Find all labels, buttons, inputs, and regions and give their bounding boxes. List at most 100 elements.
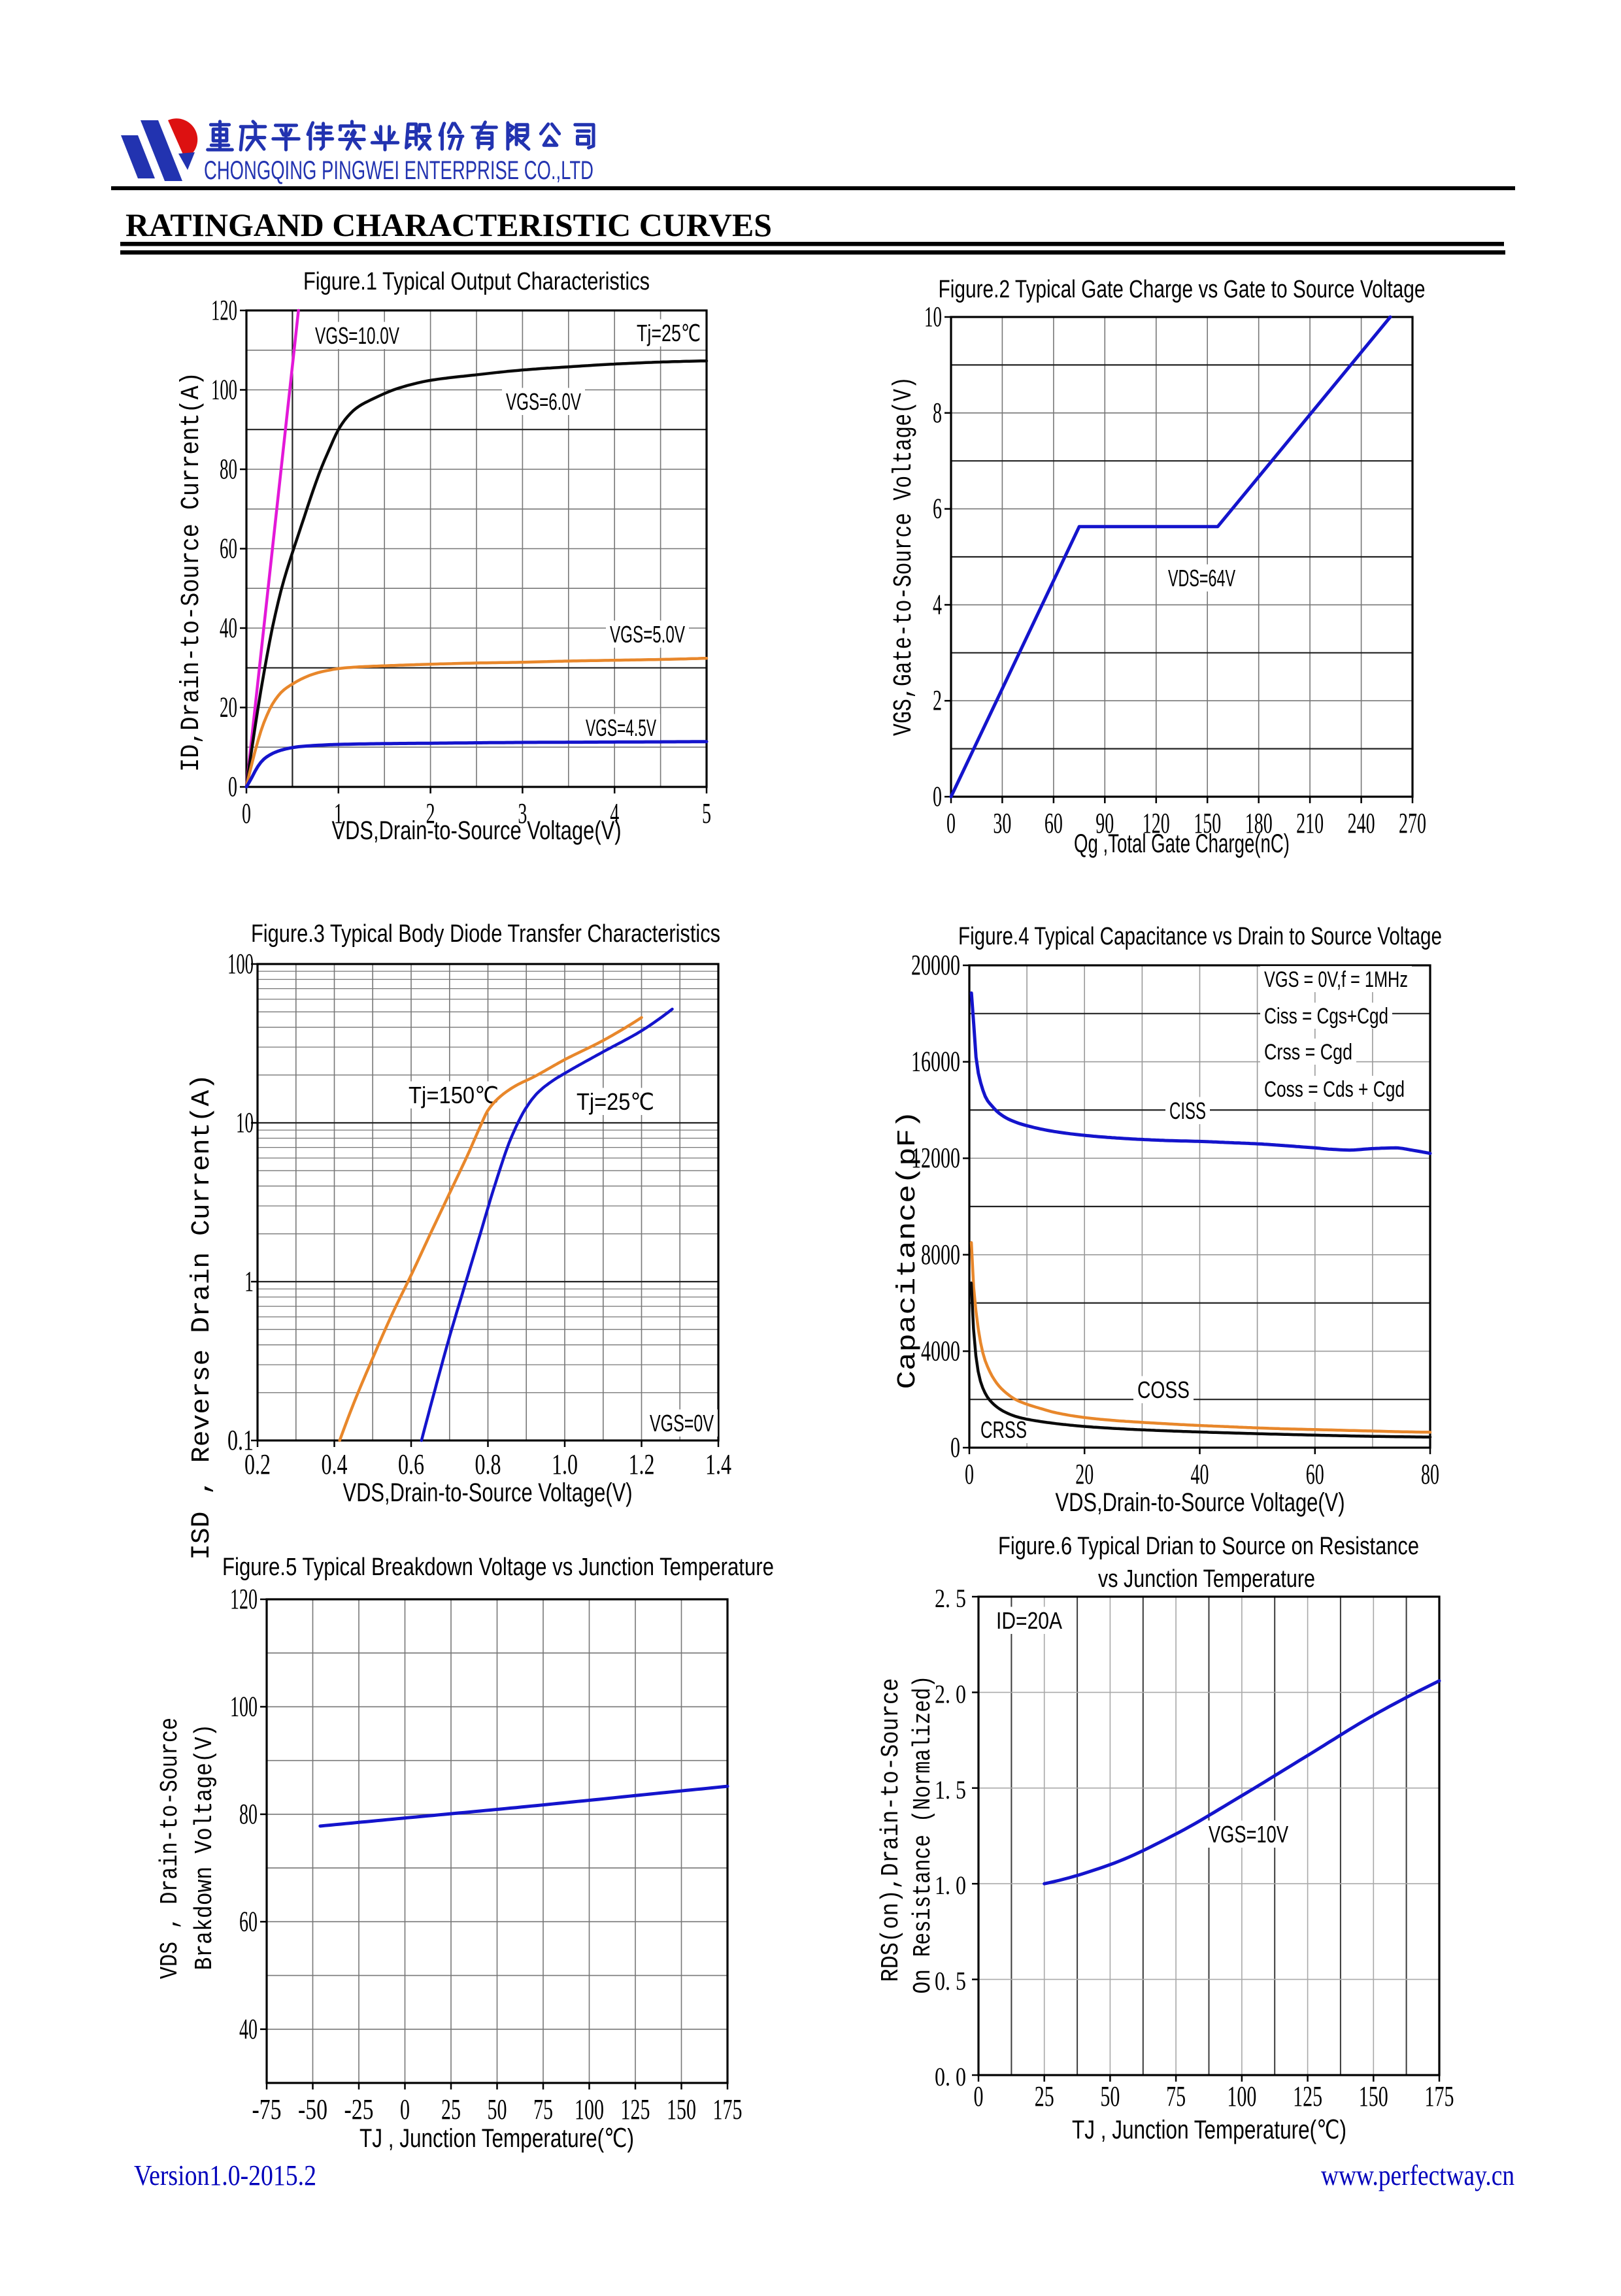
svg-text:VDS , Drain-to-Source: VDS , Drain-to-Source xyxy=(156,1718,184,1979)
svg-text:6: 6 xyxy=(933,493,942,525)
svg-text:0.1: 0.1 xyxy=(227,1424,254,1456)
svg-text:40: 40 xyxy=(220,612,237,644)
svg-text:VDS=64V: VDS=64V xyxy=(1168,565,1235,591)
svg-text:40: 40 xyxy=(1191,1458,1209,1490)
svg-text:25: 25 xyxy=(1035,2080,1054,2112)
svg-text:0.2: 0.2 xyxy=(244,1448,271,1480)
svg-text:VGS=6.0V: VGS=6.0V xyxy=(506,388,581,415)
svg-text:1. 5: 1. 5 xyxy=(935,1775,966,1805)
svg-text:100: 100 xyxy=(575,2093,604,2125)
svg-text:75: 75 xyxy=(1166,2080,1186,2112)
svg-text:vs Junction Temperature: vs Junction Temperature xyxy=(1098,1565,1315,1593)
svg-text:80: 80 xyxy=(1421,1458,1439,1490)
svg-text:CRSS: CRSS xyxy=(980,1416,1027,1443)
svg-text:60: 60 xyxy=(1306,1458,1324,1490)
svg-text:20: 20 xyxy=(220,691,237,724)
svg-text:VGS=5.0V: VGS=5.0V xyxy=(610,621,685,648)
svg-text:270: 270 xyxy=(1399,807,1426,839)
svg-text:120: 120 xyxy=(1143,807,1170,839)
svg-text:125: 125 xyxy=(1293,2080,1322,2112)
svg-text:Brakdown Voltage(V): Brakdown Voltage(V) xyxy=(191,1724,219,1971)
svg-text:ISD , Reverse Drain Current(A): ISD , Reverse Drain Current(A) xyxy=(188,1074,217,1560)
svg-text:VDS,Drain-to-Source Voltage(V): VDS,Drain-to-Source Voltage(V) xyxy=(332,816,622,845)
svg-text:12000: 12000 xyxy=(911,1142,960,1174)
svg-text:90: 90 xyxy=(1095,807,1114,839)
svg-text:COSS: COSS xyxy=(1137,1376,1190,1403)
svg-text:TJ , Junction Temperature(℃): TJ , Junction Temperature(℃) xyxy=(359,2124,634,2153)
svg-text:30: 30 xyxy=(993,807,1011,839)
svg-text:80: 80 xyxy=(220,453,237,485)
svg-text:1.0: 1.0 xyxy=(552,1448,578,1480)
svg-text:2. 5: 2. 5 xyxy=(935,1584,966,1613)
svg-text:125: 125 xyxy=(621,2093,650,2125)
svg-text:20: 20 xyxy=(1075,1458,1094,1490)
svg-text:On Resistance (Normalized): On Resistance (Normalized) xyxy=(909,1676,937,1994)
svg-text:VGS = 0V,f = 1MHz: VGS = 0V,f = 1MHz xyxy=(1264,967,1408,992)
svg-text:Qg ,Total Gate Charge(nC): Qg ,Total Gate Charge(nC) xyxy=(1074,829,1290,858)
svg-text:3: 3 xyxy=(518,797,527,829)
svg-text:Tj=25℃: Tj=25℃ xyxy=(577,1088,654,1115)
svg-text:VGS=10V: VGS=10V xyxy=(1209,1821,1288,1848)
svg-text:4: 4 xyxy=(610,797,619,829)
svg-text:Crss = Cgd: Crss = Cgd xyxy=(1264,1040,1352,1065)
svg-text:Coss = Cds + Cgd: Coss = Cds + Cgd xyxy=(1264,1077,1405,1102)
svg-text:VGS=0V: VGS=0V xyxy=(650,1410,714,1437)
svg-text:0: 0 xyxy=(400,2093,410,2125)
svg-text:5: 5 xyxy=(702,797,711,829)
svg-text:0: 0 xyxy=(974,2080,984,2112)
svg-text:RATINGAND CHARACTERISTIC CURVE: RATINGAND CHARACTERISTIC CURVES xyxy=(125,207,772,243)
svg-text:0.6: 0.6 xyxy=(398,1448,424,1480)
svg-text:2. 0: 2. 0 xyxy=(935,1679,966,1708)
svg-text:CISS: CISS xyxy=(1169,1097,1206,1124)
svg-text:0: 0 xyxy=(950,1431,960,1463)
svg-text:VDS,Drain-to-Source Voltage(V): VDS,Drain-to-Source Voltage(V) xyxy=(1056,1488,1345,1517)
svg-text:0. 5: 0. 5 xyxy=(935,1967,966,1996)
svg-text:ID=20A: ID=20A xyxy=(996,1607,1062,1634)
svg-text:0: 0 xyxy=(933,780,942,812)
svg-text:Capacitance(pF): Capacitance(pF) xyxy=(894,1110,923,1389)
svg-text:2: 2 xyxy=(933,684,942,716)
svg-text:120: 120 xyxy=(230,1583,258,1615)
svg-text:1.4: 1.4 xyxy=(705,1448,731,1480)
svg-text:VGS,Gate-to-Source Voltage(V): VGS,Gate-to-Source Voltage(V) xyxy=(890,376,919,736)
svg-text:20000: 20000 xyxy=(911,949,960,981)
svg-text:-25: -25 xyxy=(344,2093,374,2125)
svg-text:50: 50 xyxy=(488,2093,507,2125)
svg-text:8000: 8000 xyxy=(921,1239,960,1271)
svg-text:60: 60 xyxy=(239,1905,258,1937)
svg-text:100: 100 xyxy=(211,374,237,406)
svg-text:Ciss = Cgs+Cgd: Ciss = Cgs+Cgd xyxy=(1264,1004,1388,1029)
svg-text:10: 10 xyxy=(924,301,942,333)
svg-text:VGS=4.5V: VGS=4.5V xyxy=(586,714,656,741)
svg-text:www.perfectway.cn: www.perfectway.cn xyxy=(1321,2159,1514,2191)
svg-text:ID,Drain-to-Source Current(A): ID,Drain-to-Source Current(A) xyxy=(177,372,207,772)
svg-text:VDS,Drain-to-Source Voltage(V): VDS,Drain-to-Source Voltage(V) xyxy=(343,1478,633,1507)
svg-text:VGS=10.0V: VGS=10.0V xyxy=(315,322,399,349)
svg-text:0: 0 xyxy=(242,797,251,829)
svg-text:150: 150 xyxy=(667,2093,696,2125)
svg-text:60: 60 xyxy=(1044,807,1063,839)
svg-text:100: 100 xyxy=(230,1690,258,1722)
svg-text:-50: -50 xyxy=(298,2093,327,2125)
svg-text:240: 240 xyxy=(1348,807,1375,839)
svg-text:100: 100 xyxy=(227,948,254,980)
svg-text:TJ , Junction Temperature(℃): TJ , Junction Temperature(℃) xyxy=(1072,2116,1346,2144)
svg-text:Tj=25℃: Tj=25℃ xyxy=(637,320,701,346)
svg-text:Figure.5 Typical Breakdown Vol: Figure.5 Typical Breakdown Voltage vs Ju… xyxy=(222,1554,774,1581)
svg-text:60: 60 xyxy=(220,533,237,565)
svg-text:210: 210 xyxy=(1296,807,1324,839)
svg-text:4: 4 xyxy=(933,588,942,620)
svg-text:175: 175 xyxy=(1425,2080,1454,2112)
svg-text:Tj=150℃: Tj=150℃ xyxy=(409,1082,499,1108)
svg-text:0.8: 0.8 xyxy=(475,1448,501,1480)
svg-text:40: 40 xyxy=(239,2013,258,2045)
svg-text:0: 0 xyxy=(228,771,237,803)
svg-text:0.4: 0.4 xyxy=(322,1448,348,1480)
svg-text:Figure.4 Typical Capacitance v: Figure.4 Typical Capacitance vs Drain to… xyxy=(958,923,1442,950)
svg-text:75: 75 xyxy=(533,2093,553,2125)
svg-text:1: 1 xyxy=(334,797,343,829)
svg-text:Figure.1 Typical Output Charac: Figure.1 Typical Output Characteristics xyxy=(303,268,650,295)
svg-text:16000: 16000 xyxy=(911,1046,960,1078)
svg-text:1.2: 1.2 xyxy=(629,1448,655,1480)
svg-text:120: 120 xyxy=(211,294,237,326)
